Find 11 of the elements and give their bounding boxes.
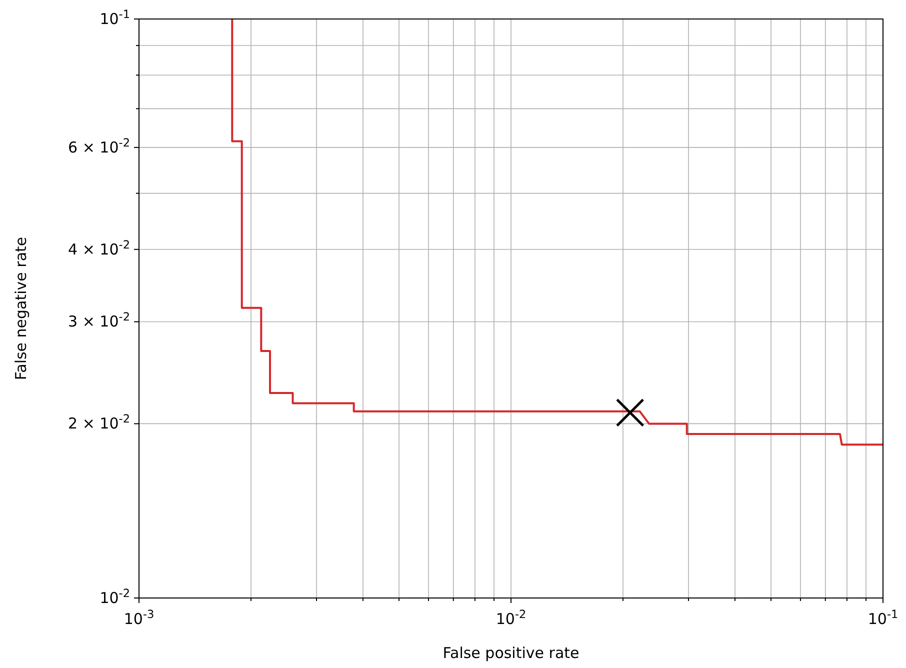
y-axis-title: False negative rate	[12, 236, 30, 380]
x-tick-label: 10$^{-2}$	[496, 608, 526, 628]
y-tick-label: 10$^{-1}$	[100, 8, 130, 28]
y-tick-label: 6 × 10$^{-2}$	[68, 136, 130, 156]
y-tick-label: 3 × 10$^{-2}$	[68, 310, 130, 331]
y-tick-label: 10$^{-2}$	[100, 586, 130, 607]
y-tick-label: 2 × 10$^{-2}$	[68, 412, 130, 433]
x-tick-label: 10$^{-3}$	[124, 608, 154, 628]
x-axis-title: False positive rate	[442, 644, 580, 662]
x-tick-label: 10$^{-1}$	[868, 608, 898, 628]
y-tick-label: 4 × 10$^{-2}$	[68, 238, 130, 258]
